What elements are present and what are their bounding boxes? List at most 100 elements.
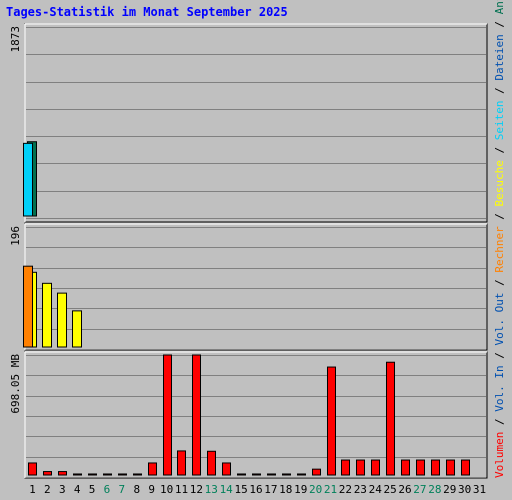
panel-background [24,223,488,351]
x-tick-label: 31 [473,483,486,496]
bar-besuche-day-1 [23,265,33,348]
legend-entry: Seiten [493,100,506,140]
bar-volumen-day-14 [222,462,231,476]
x-tick-label: 1 [29,483,36,496]
x-tick-label: 6 [104,483,111,496]
bar-volumen-day-5 [88,473,97,476]
bar-volumen-day-26 [401,459,410,476]
x-tick-label: 12 [190,483,203,496]
x-tick-label: 5 [89,483,96,496]
bar-volumen-day-19 [297,473,306,476]
x-tick-label: 3 [59,483,66,496]
x-tick-label: 8 [133,483,140,496]
legend-entry: Rechner [493,226,506,273]
x-tick-label: 14 [220,483,234,496]
bar-volumen-day-7 [118,473,127,476]
bar-volumen-day-23 [356,459,365,476]
bar-volumen-day-21 [327,366,336,476]
x-tick-label: 28 [428,483,441,496]
y-max-label: 196 [9,226,22,246]
legend-entry: Vol. Out [493,293,506,346]
bar-volumen-day-3 [58,471,67,476]
bar-volumen-day-10 [163,354,172,476]
bar-volumen-day-15 [237,473,246,476]
x-tick-label: 7 [119,483,126,496]
y-max-label: 698.05 MB [9,354,22,414]
legend-entry: Volumen [493,432,506,478]
x-tick-label: 13 [205,483,218,496]
x-tick-label: 10 [160,483,173,496]
bar-volumen-day-29 [446,459,455,476]
x-tick-label: 16 [249,483,262,496]
bar-volumen-day-2 [43,471,52,476]
x-tick-label: 2 [44,483,51,496]
bar-volumen-day-20 [312,468,321,476]
panel-volume: 698.05 MB [9,351,488,479]
bar-seiten-day-4 [72,310,82,348]
bar-volumen-day-9 [148,462,157,476]
legend-separator: / [493,81,506,101]
panel-visits: 196 [9,223,488,351]
y-max-label: 1873 [9,26,22,53]
bar-volumen-day-25 [386,361,395,476]
x-tick-label: 9 [148,483,155,496]
x-tick-label: 17 [264,483,277,496]
x-tick-label: 15 [234,483,247,496]
legend-entry: Vol. In [493,365,506,411]
legend-entry: Anfragen [493,0,506,14]
legend-entry: Dateien [493,34,506,80]
x-tick-label: 4 [74,483,81,496]
panel-background [24,351,488,479]
bar-volumen-day-4 [73,473,82,476]
x-axis-tick-labels: 1 2 3 4 5 6 7 8 9 10 11 12 13 14 15 16 17 18 19 20 21 22 23 24 2… [29,483,486,496]
x-tick-label: 18 [279,483,292,496]
bar-volumen-day-24 [371,459,380,476]
x-tick-label: 19 [294,483,307,496]
x-tick-label: 20 [309,483,322,496]
panel-requests: 1873 [9,23,488,223]
bar-volumen-day-30 [461,459,470,476]
legend-separator: / [493,206,506,226]
bar-volumen-day-22 [341,459,350,476]
x-tick-label: 26 [398,483,411,496]
series-besuche [23,265,33,348]
bar-volumen-day-18 [282,473,291,476]
chart-title: Tages-Statistik im Monat September 2025 [6,5,288,19]
legend-separator: / [493,412,506,432]
panel-background [24,23,488,223]
legend-text: Volumen / Vol. In / Vol. Out / Rechner /… [493,0,506,478]
x-tick-label: 30 [458,483,471,496]
legend-separator: / [493,14,506,34]
x-tick-label: 21 [324,483,337,496]
x-tick-label: 27 [413,483,426,496]
series-volumen [28,354,470,476]
chart-panels: 1873 196 698.05 MB [9,23,488,479]
bar-volumen-day-27 [416,459,425,476]
x-tick-label: 25 [384,483,397,496]
legend-separator: / [493,140,506,160]
legend-separator: / [493,346,506,366]
x-tick-label: 23 [354,483,367,496]
series-dateien [23,142,33,217]
bar-volumen-day-12 [192,354,201,476]
right-legend: Volumen / Vol. In / Vol. Out / Rechner /… [493,0,506,478]
bar-volumen-day-6 [103,473,112,476]
x-tick-label: 22 [339,483,352,496]
bar-volumen-day-1 [28,462,37,476]
bar-volumen-day-11 [177,450,186,476]
bar-seiten-day-2 [42,282,52,348]
bar-seiten-day-3 [57,292,67,348]
bar-volumen-day-17 [267,473,276,476]
bar-volumen-day-13 [207,450,216,476]
x-tick-label: 29 [443,483,456,496]
legend-entry: Besuche [493,160,506,206]
bar-volumen-day-8 [133,473,142,476]
bar-volumen-day-28 [431,459,440,476]
legend-separator: / [493,273,506,293]
bar-volumen-day-16 [252,473,261,476]
x-tick-label: 24 [369,483,383,496]
bar-dateien-day-1 [23,142,33,217]
x-tick-label: 11 [175,483,188,496]
